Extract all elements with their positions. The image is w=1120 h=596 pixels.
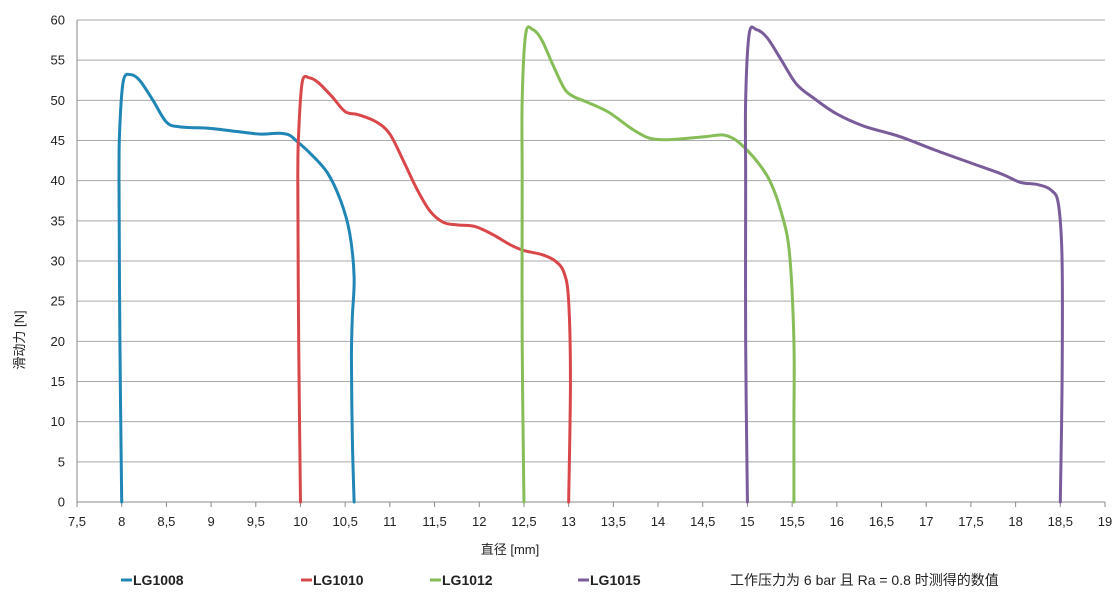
series-line-lg1010 (296, 74, 572, 504)
x-tick-label: 10,5 (333, 514, 358, 529)
x-tick-label: 18,5 (1048, 514, 1073, 529)
y-tick-label: 50 (51, 93, 65, 108)
y-tick-label: 55 (51, 53, 65, 68)
x-tick-label: 10 (293, 514, 307, 529)
x-tick-label: 16,5 (869, 514, 894, 529)
y-tick-label: 15 (51, 374, 65, 389)
x-tick-label: 13,5 (601, 514, 626, 529)
series-line-lg1008 (117, 72, 356, 504)
legend-label: LG1015 (590, 572, 641, 588)
y-tick-label: 25 (51, 294, 65, 309)
y-tick-label: 20 (51, 334, 65, 349)
x-tick-label: 17 (919, 514, 933, 529)
y-tick-label: 30 (51, 254, 65, 269)
legend-label: LG1012 (442, 572, 493, 588)
y-tick-label: 0 (58, 495, 65, 510)
x-tick-label: 17,5 (958, 514, 983, 529)
x-tick-label: 15 (740, 514, 754, 529)
x-tick-label: 8 (118, 514, 125, 529)
series-lines (117, 25, 1064, 504)
x-tick-label: 19 (1098, 514, 1112, 529)
series-line-lg1015 (743, 25, 1064, 504)
y-tick-label: 10 (51, 414, 65, 429)
x-tick-label: 7,5 (68, 514, 86, 529)
x-axis-title: 直径 [mm] (481, 542, 540, 557)
x-tick-label: 14 (651, 514, 665, 529)
x-tick-label: 8,5 (157, 514, 175, 529)
y-tick-labels: 0 5 10 15 20 25 30 35 40 45 50 55 60 (51, 13, 65, 510)
x-tick-label: 12 (472, 514, 486, 529)
measurement-note: 工作压力为 6 bar 且 Ra = 0.8 时测得的数值 (730, 572, 999, 588)
y-tick-label: 35 (51, 213, 65, 228)
x-tick-label: 12,5 (511, 514, 536, 529)
axes (76, 20, 1106, 507)
x-tick-label: 14,5 (690, 514, 715, 529)
x-tick-labels: 7,5 8 8,5 9 9,5 10 10,5 11 11,5 12 12,5 13 13,5 14 14,… (68, 514, 1112, 529)
y-tick-label: 40 (51, 173, 65, 188)
legend: LG1008 LG1010 LG1012 LG1015 (121, 572, 641, 588)
x-tick-label: 13 (561, 514, 575, 529)
y-tick-label: 45 (51, 133, 65, 148)
y-axis-title: 滑动力 [N] (12, 310, 27, 369)
series-line-lg1012 (520, 25, 796, 504)
x-tick-label: 16 (830, 514, 844, 529)
y-tick-label: 5 (58, 454, 65, 469)
legend-label: LG1010 (313, 572, 364, 588)
x-tick-label: 15,5 (779, 514, 804, 529)
x-tick-label: 11,5 (422, 514, 446, 529)
x-tick-label: 11 (383, 514, 397, 529)
x-tick-label: 18 (1008, 514, 1022, 529)
x-tick-label: 9 (207, 514, 214, 529)
grid-lines (77, 19, 1105, 503)
y-tick-label: 60 (51, 13, 65, 28)
legend-label: LG1008 (133, 572, 184, 588)
x-tick-label: 9,5 (247, 514, 265, 529)
